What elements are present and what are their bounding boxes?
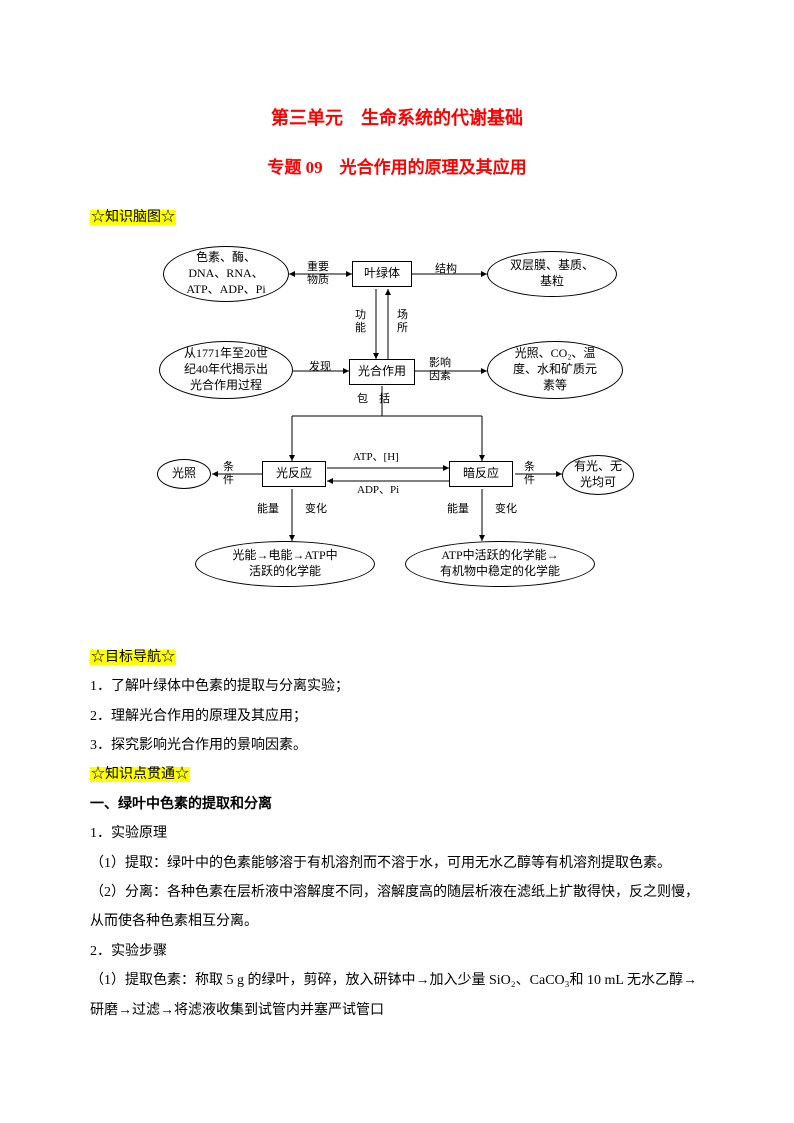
node-dark-cond: 有光、无光均可: [562, 455, 634, 495]
edge-include: 包 括: [357, 393, 390, 406]
node-chloroplast: 叶绿体: [352, 261, 412, 287]
knowledge-heading-1: 一、绿叶中色素的提取和分离: [90, 790, 704, 819]
node-factors: 光照、CO₂、温度、水和矿质元素等: [487, 341, 623, 399]
node-light-reaction: 光反应: [262, 461, 326, 487]
section-knowledge: ☆知识点贯通☆: [90, 767, 190, 782]
topic-title: 专题 09 光合作用的原理及其应用: [90, 150, 704, 186]
node-light: 光照: [157, 459, 211, 489]
edge-place: 场所: [397, 309, 408, 335]
objective-1: 1．了解叶绿体中色素的提取与分离实验；: [90, 672, 704, 701]
edge-change-r: 变化: [495, 503, 517, 516]
node-photosynthesis: 光合作用: [349, 359, 415, 385]
section-objectives: ☆目标导航☆: [90, 650, 176, 665]
objective-2: 2．理解光合作用的原理及其应用；: [90, 702, 704, 731]
node-dark-reaction: 暗反应: [449, 461, 513, 487]
unit-title: 第三单元 生命系统的代谢基础: [90, 100, 704, 138]
knowledge-k2a: （1）提取色素：称取 5 g 的绿叶，剪碎，放入研钵中→加入少量 SiO₂、Ca…: [90, 966, 704, 1025]
edge-change-l: 变化: [305, 503, 327, 516]
edge-adp-pi: ADP、Pi: [357, 484, 399, 497]
concept-diagram: 色素、酶、DNA、RNA、ATP、ADP、Pi 重要物质 叶绿体 结构 双层膜、…: [157, 241, 637, 621]
edge-cond-left: 条件: [223, 461, 234, 487]
knowledge-k1a: （1）提取：绿叶中的色素能够溶于有机溶剂而不溶于水，可用无水乙醇等有机溶剂提取色…: [90, 849, 704, 878]
edge-cond-right: 条件: [524, 461, 535, 487]
edge-energy-r: 能量: [447, 503, 469, 516]
node-light-energy: 光能→电能→ATP中活跃的化学能: [195, 541, 375, 587]
edge-structure: 结构: [435, 263, 457, 276]
objective-3: 3．探究影响光合作用的景响因素。: [90, 731, 704, 760]
knowledge-k2: 2．实验步骤: [90, 937, 704, 966]
node-dark-energy: ATP中活跃的化学能→有机物中稳定的化学能: [405, 541, 595, 587]
section-brainmap: ☆知识脑图☆: [90, 210, 176, 225]
edge-function: 功能: [355, 309, 366, 335]
node-membrane: 双层膜、基质、基粒: [487, 251, 617, 297]
edge-energy-l: 能量: [257, 503, 279, 516]
knowledge-k1: 1．实验原理: [90, 819, 704, 848]
edge-found: 发现: [309, 361, 331, 374]
knowledge-k1b: （2）分离：各种色素在层析液中溶解度不同，溶解度高的随层析液在滤纸上扩散得快，反…: [90, 878, 704, 937]
node-discovery: 从1771年至20世纪40年代揭示出光合作用过程: [159, 341, 293, 399]
edge-influence: 影响因素: [429, 357, 451, 383]
edge-atp-h: ATP、[H]: [353, 451, 399, 464]
edge-important: 重要物质: [307, 261, 329, 287]
node-pigments: 色素、酶、DNA、RNA、ATP、ADP、Pi: [163, 246, 289, 302]
